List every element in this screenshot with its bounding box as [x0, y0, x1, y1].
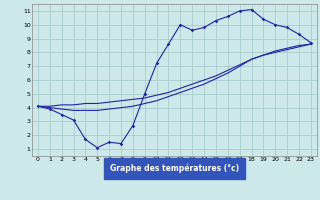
X-axis label: Graphe des températures (°c): Graphe des températures (°c) [110, 164, 239, 173]
